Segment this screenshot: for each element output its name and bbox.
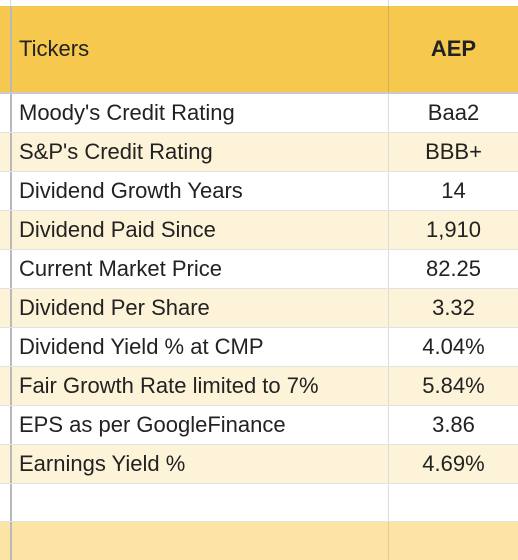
table-row: Current Market Price 82.25 [0,250,518,289]
row-label-cell[interactable]: Moody's Credit Rating [10,94,388,132]
row-value-cell[interactable]: 5.84% [388,367,518,405]
header-cell-tickers[interactable]: Tickers [10,6,388,92]
table-row: Earnings Yield % 4.69% [0,445,518,484]
row-value-cell[interactable]: 14 [388,172,518,210]
footer-label-cell[interactable] [10,522,388,560]
data-rows: Moody's Credit Rating Baa2 S&P's Credit … [0,94,518,484]
table-row: Fair Growth Rate limited to 7% 5.84% [0,367,518,406]
empty-row [0,484,518,522]
row-label-cell[interactable]: S&P's Credit Rating [10,133,388,171]
row-value-cell[interactable]: 1,910 [388,211,518,249]
table-row: Dividend Growth Years 14 [0,172,518,211]
footer-row [0,522,518,560]
row-label-cell[interactable]: Dividend Yield % at CMP [10,328,388,366]
table-row: EPS as per GoogleFinance 3.86 [0,406,518,445]
row-label-cell[interactable]: Earnings Yield % [10,445,388,483]
row-value-cell[interactable]: 82.25 [388,250,518,288]
row-label-cell[interactable]: Dividend Per Share [10,289,388,327]
row-value-cell[interactable]: 4.04% [388,328,518,366]
table-row: Moody's Credit Rating Baa2 [0,94,518,133]
row-value-cell[interactable]: Baa2 [388,94,518,132]
row-label-cell[interactable]: Fair Growth Rate limited to 7% [10,367,388,405]
empty-value-cell[interactable] [388,484,518,521]
row-label-cell[interactable]: Dividend Growth Years [10,172,388,210]
table-row: Dividend Per Share 3.32 [0,289,518,328]
row-value-cell[interactable]: 3.86 [388,406,518,444]
header-cell-ticker-value[interactable]: AEP [388,6,518,92]
footer-value-cell[interactable] [388,522,518,560]
empty-label-cell[interactable] [10,484,388,521]
row-value-cell[interactable]: 4.69% [388,445,518,483]
table-row: S&P's Credit Rating BBB+ [0,133,518,172]
row-value-cell[interactable]: 3.32 [388,289,518,327]
row-value-cell[interactable]: BBB+ [388,133,518,171]
row-label-cell[interactable]: Dividend Paid Since [10,211,388,249]
table-row: Dividend Yield % at CMP 4.04% [0,328,518,367]
row-label-cell[interactable]: Current Market Price [10,250,388,288]
row-label-cell[interactable]: EPS as per GoogleFinance [10,406,388,444]
table-row: Dividend Paid Since 1,910 [0,211,518,250]
header-row: Tickers AEP [0,6,518,94]
